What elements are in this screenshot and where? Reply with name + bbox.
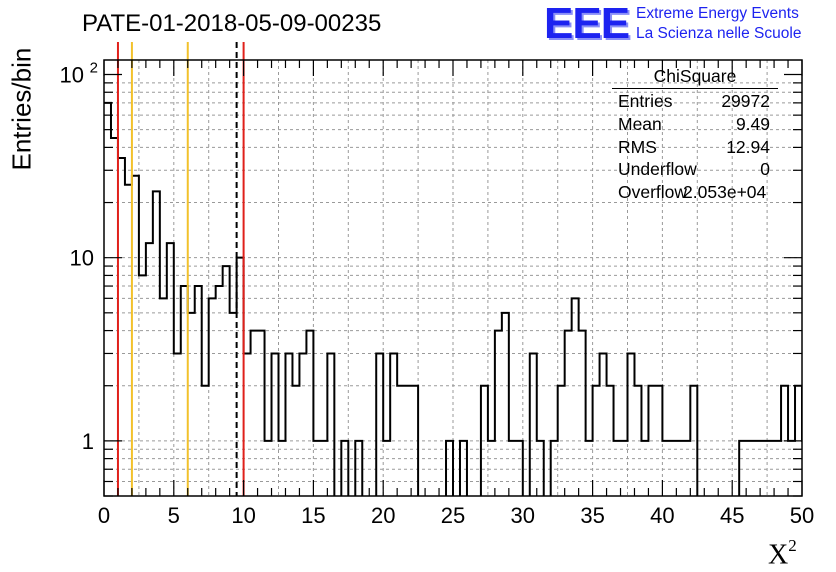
x-tick-label: 30 [511,503,535,528]
x-tick-label: 35 [580,503,604,528]
stats-label: Overflow [618,182,688,203]
logo-caption: Extreme Energy Events La Scienza nelle S… [636,4,801,44]
x-tick-label: 50 [790,503,814,528]
x-tick-label: 10 [231,503,255,528]
stats-value: 9.49 [735,113,770,134]
logo-line-2: La Scienza nelle Scuole [636,25,802,42]
y-tick-label: 10 [60,63,84,88]
grid-lines [104,60,802,496]
stats-value: 2.053e+04 [683,182,767,203]
stats-box: ChiSquare Entries 29972 Mean 9.49 RMS 12.94… [612,66,778,204]
x-tick-label: 5 [168,503,180,528]
x-axis-label-main: X [768,539,789,571]
x-tick-label: 0 [98,503,110,528]
stats-row-mean: Mean 9.49 [612,113,778,136]
stats-title: ChiSquare [612,66,778,89]
stats-label: Entries [618,91,673,111]
x-tick-label: 45 [720,503,744,528]
stats-value: 0 [760,159,770,180]
stats-row-entries: Entries 29972 [612,90,778,113]
x-tick-label: 40 [650,503,674,528]
x-tick-label: 25 [441,503,465,528]
threshold-lines [116,42,245,496]
axis-ticks [103,60,803,497]
stats-row-rms: RMS 12.94 [612,136,778,159]
stats-label: Mean [618,113,662,134]
y-tick-label-sup: 2 [90,60,98,77]
x-tick-label: 15 [301,503,325,528]
x-axis-label-sup: 2 [788,536,797,555]
x-axis-label: X2 [768,536,797,571]
chart-title: PATE-01-2018-05-09-00235 [82,10,382,37]
eee-logo: EEE [544,0,630,48]
stats-row-underflow: Underflow 0 [612,158,778,181]
y-tick-label: 1 [82,429,94,454]
logo-line-1: Extreme Energy Events [636,5,799,22]
stats-value: 29972 [721,91,770,111]
stats-row-overflow: Overflow 2.053e+04 [612,181,778,204]
stats-value: 12.94 [726,136,770,157]
tick-labels: 0 5 10 15 20 25 30 35 40 45 50 1 10 10 2 [60,60,815,528]
y-tick-label: 10 [70,246,94,271]
y-axis-label: Entries/bin [6,47,37,171]
stats-label: Underflow [618,159,697,180]
stats-label: RMS [618,136,657,157]
x-tick-label: 20 [371,503,395,528]
